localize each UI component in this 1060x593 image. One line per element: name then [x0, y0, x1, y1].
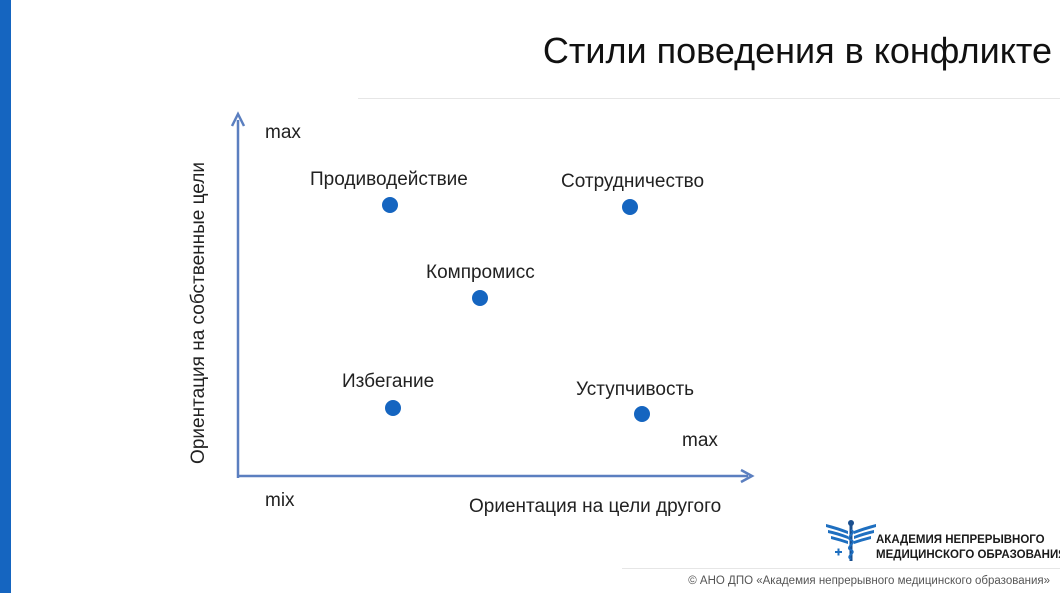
dot-sotrudnichestvo [622, 199, 638, 215]
style-label-ustupchivost: Уступчивость [576, 379, 695, 400]
x-axis-arrowhead [740, 468, 755, 484]
y-axis-arrowhead [230, 111, 246, 127]
logo-text-line-2: МЕДИЦИНСКОГО ОБРАЗОВАНИЯ [876, 549, 1060, 561]
y-max-label: max [265, 122, 301, 143]
style-label-izbeganie: Избегание [342, 371, 435, 392]
x-axis-label: Ориентация на цели другого [469, 496, 722, 517]
academy-logo-text: АКАДЕМИЯ НЕПРЕРЫВНОГО МЕДИЦИНСКОГО ОБРАЗ… [876, 533, 1060, 563]
dot-kompromiss [472, 290, 488, 306]
style-label-sotrudnichestvo: Сотрудничество [561, 171, 705, 192]
style-label-kompromiss: Компромисс [426, 262, 535, 283]
accent-bar [0, 0, 11, 593]
x-max-label: max [682, 430, 718, 451]
dot-protivodeystvie [382, 197, 398, 213]
style-label-protivodeystvie: Продиводействие [310, 169, 468, 190]
footer-copyright: © АНО ДПО «Академия непрерывного медицин… [688, 575, 1050, 587]
dot-ustupchivost [634, 406, 650, 422]
logo-text-line-1: АКАДЕМИЯ НЕПРЕРЫВНОГО [876, 534, 1045, 546]
academy-logo-icon [826, 520, 876, 561]
slide-title: Стили поведения в конфликте [542, 30, 1052, 71]
dot-izbeganie [385, 400, 401, 416]
origin-label: mix [265, 490, 295, 511]
footer-divider [622, 568, 1060, 569]
title-divider [358, 98, 1060, 99]
y-axis-label: Ориентация на собственные цели [188, 162, 209, 464]
